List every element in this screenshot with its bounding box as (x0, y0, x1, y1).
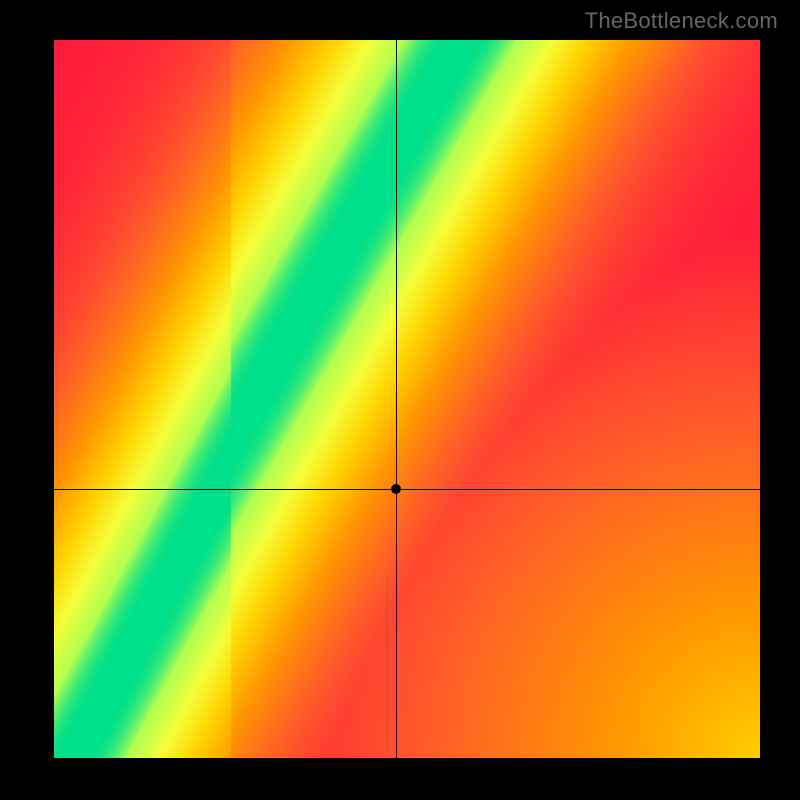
watermark-text: TheBottleneck.com (585, 8, 778, 34)
heatmap-canvas (54, 40, 760, 758)
crosshair-horizontal (54, 489, 760, 490)
crosshair-vertical (396, 40, 397, 758)
plot-area (54, 40, 760, 758)
marker-point (391, 484, 401, 494)
frame: TheBottleneck.com (0, 0, 800, 800)
